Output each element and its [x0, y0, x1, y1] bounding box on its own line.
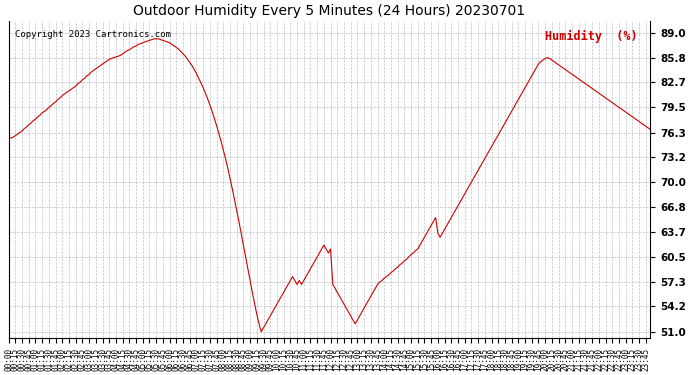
Text: Copyright 2023 Cartronics.com: Copyright 2023 Cartronics.com: [15, 30, 171, 39]
Title: Outdoor Humidity Every 5 Minutes (24 Hours) 20230701: Outdoor Humidity Every 5 Minutes (24 Hou…: [133, 4, 526, 18]
Text: Humidity  (%): Humidity (%): [545, 30, 638, 44]
